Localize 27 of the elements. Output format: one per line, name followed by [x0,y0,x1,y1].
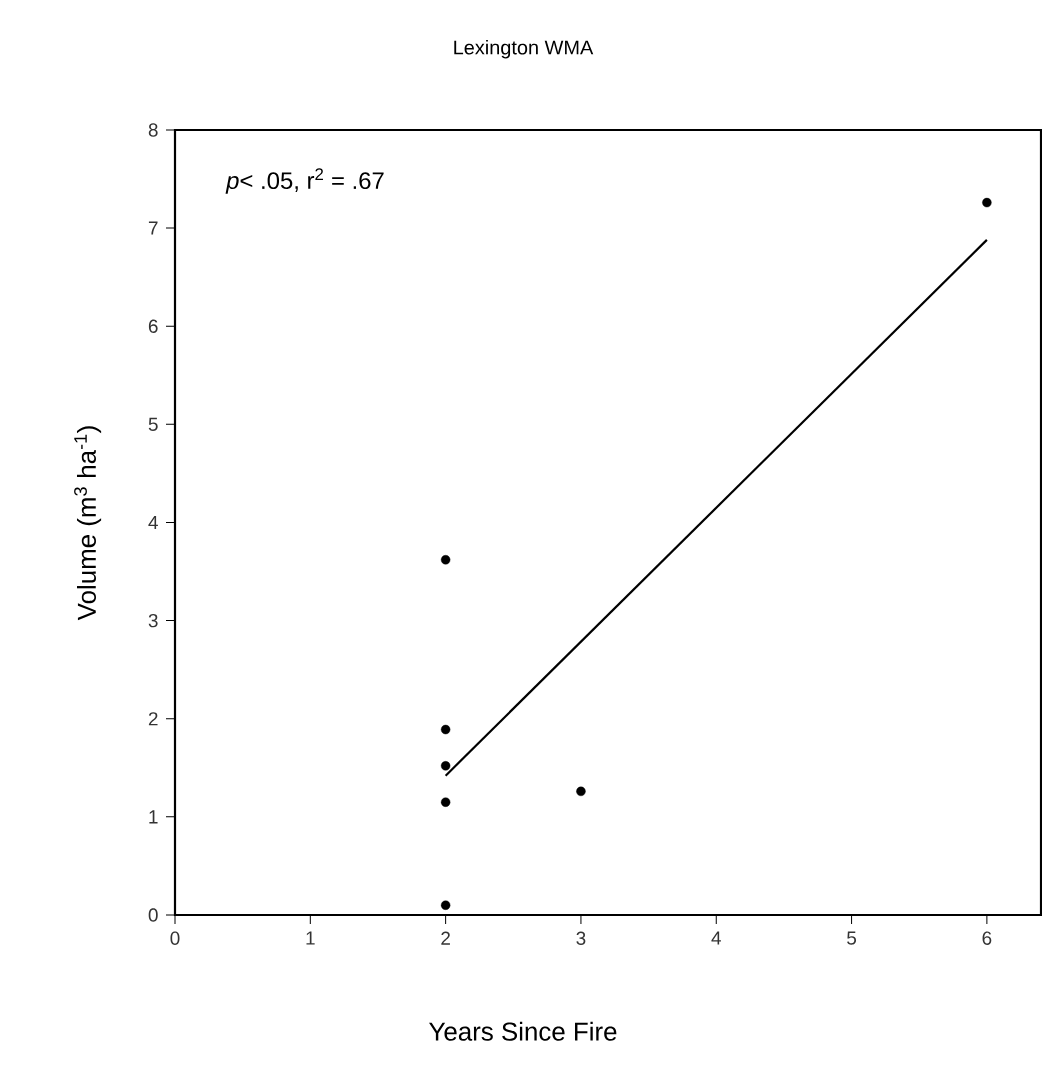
y-tick-label: 4 [148,515,158,529]
x-tick-label: 0 [170,931,180,945]
point [440,761,451,771]
point [440,555,451,565]
x-tick-label: 2 [441,931,450,945]
y-tick-label: 0 [148,908,158,922]
chart-title: Lexington WMA [454,39,594,59]
y-tick-label: 3 [148,613,158,628]
x-tick-label: 6 [982,931,992,945]
y-axis-title: Volume (m$^{3}$ ha$^{-1}$) [74,426,102,621]
x-tick-label: 1 [306,931,315,945]
y-tick-label: 1 [149,810,158,824]
y-tick-label: 5 [148,417,158,431]
y-tick-label: 7 [148,221,158,235]
x-tick-label: 3 [576,931,586,945]
point [440,724,451,735]
annotation: p< .05, r$^{2}$ = .67 [225,168,384,194]
y-tick-label: 2 [148,712,158,726]
point [440,797,451,807]
point [440,900,451,910]
x-axis-title: Years Since Fire [428,1021,617,1041]
y-tick-label: 8 [148,123,158,137]
x-tick-label: 4 [711,931,721,945]
x-tick-label: 5 [847,931,856,945]
point [576,786,586,797]
y-tick-label: 6 [148,319,158,333]
point [982,197,992,208]
